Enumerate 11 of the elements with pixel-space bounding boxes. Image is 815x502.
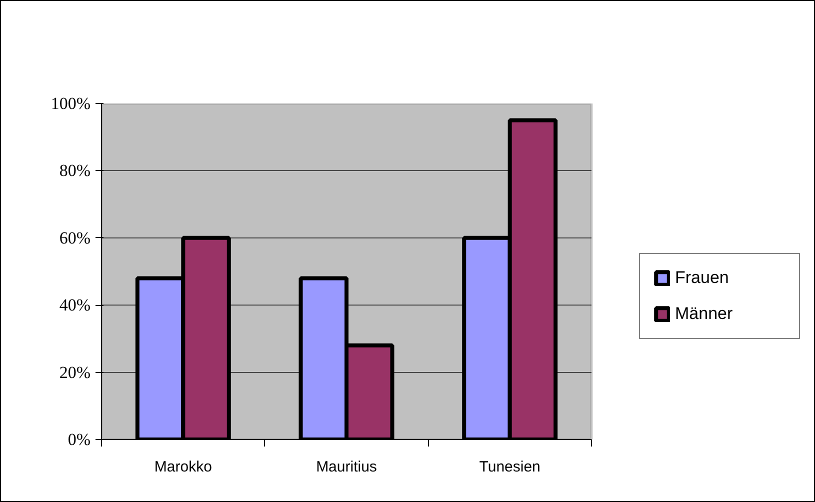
- x-tick-label: Marokko: [154, 458, 212, 476]
- y-tick-label: 60%: [59, 228, 91, 248]
- y-tick-label: 40%: [59, 296, 91, 315]
- y-tick-label: 100%: [50, 94, 91, 113]
- y-tick-label: 0%: [68, 430, 91, 449]
- legend-label: Frauen: [675, 268, 730, 288]
- y-tick-label: 20%: [59, 362, 91, 382]
- x-tick-label: Tunesien: [479, 458, 540, 476]
- x-tick-label: Mauritius: [316, 458, 377, 476]
- y-tick-label: 80%: [59, 161, 91, 180]
- legend-label: Männer: [675, 304, 734, 324]
